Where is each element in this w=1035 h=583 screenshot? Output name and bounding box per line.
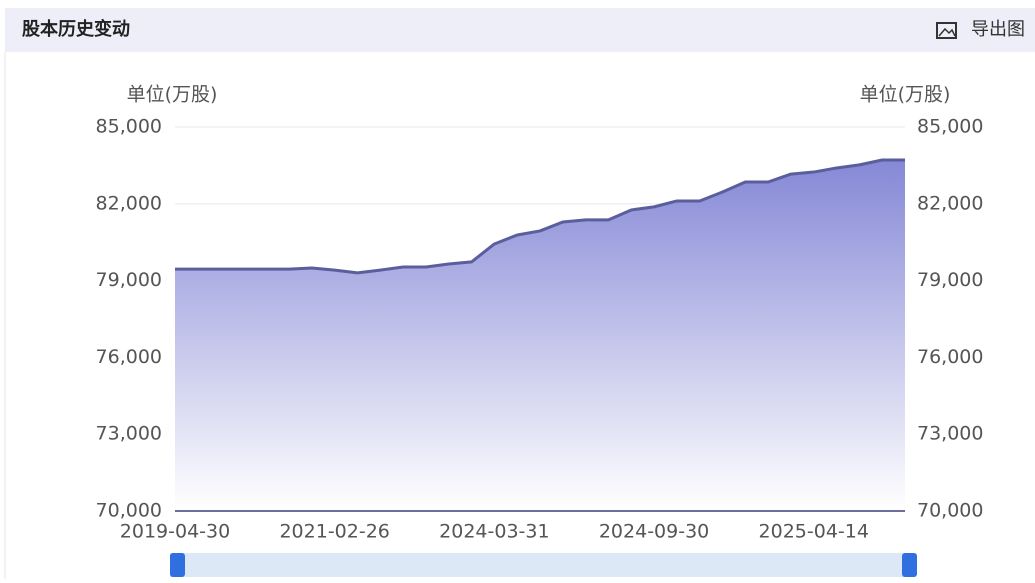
export-icon — [936, 22, 957, 39]
y2-tick-label: 73,000 — [917, 423, 983, 445]
y-tick-label: 85,000 — [96, 116, 162, 138]
y-tick-label: 76,000 — [96, 346, 162, 368]
x-tick-label: 2025-04-14 — [759, 521, 869, 543]
y2-axis-label: 单位(万股) — [860, 84, 951, 106]
panel-title: 股本历史变动 — [21, 18, 130, 40]
line — [175, 158, 905, 275]
export-label[interactable]: 导出图 — [971, 19, 1025, 40]
y2-tick-label: 70,000 — [917, 500, 983, 522]
y-axis-label: 单位(万股) — [127, 84, 218, 106]
y2-tick-label: 82,000 — [917, 192, 983, 214]
y2-tick-label: 85,000 — [917, 116, 983, 138]
export-button[interactable]: 导出图 — [936, 19, 1025, 40]
zoom-handle-right[interactable] — [902, 553, 917, 577]
export-icon-glyph — [938, 27, 956, 37]
y2-tick-label: 79,000 — [917, 269, 983, 291]
zoom-slider[interactable] — [170, 553, 915, 577]
x-tick-label: 2024-09-30 — [599, 521, 709, 543]
x-tick-label: 2024-03-31 — [439, 521, 549, 543]
zoom-handle-left[interactable] — [170, 553, 185, 577]
x-tick-label: 2021-02-26 — [279, 521, 389, 543]
y-tick-label: 79,000 — [96, 269, 162, 291]
y-tick-label: 82,000 — [96, 192, 162, 214]
y-tick-label: 70,000 — [96, 500, 162, 522]
y2-tick-label: 76,000 — [917, 346, 983, 368]
x-tick-label: 2019-04-30 — [120, 521, 230, 543]
header-bar — [5, 8, 1035, 52]
area — [175, 160, 905, 512]
y-tick-label: 73,000 — [96, 423, 162, 445]
